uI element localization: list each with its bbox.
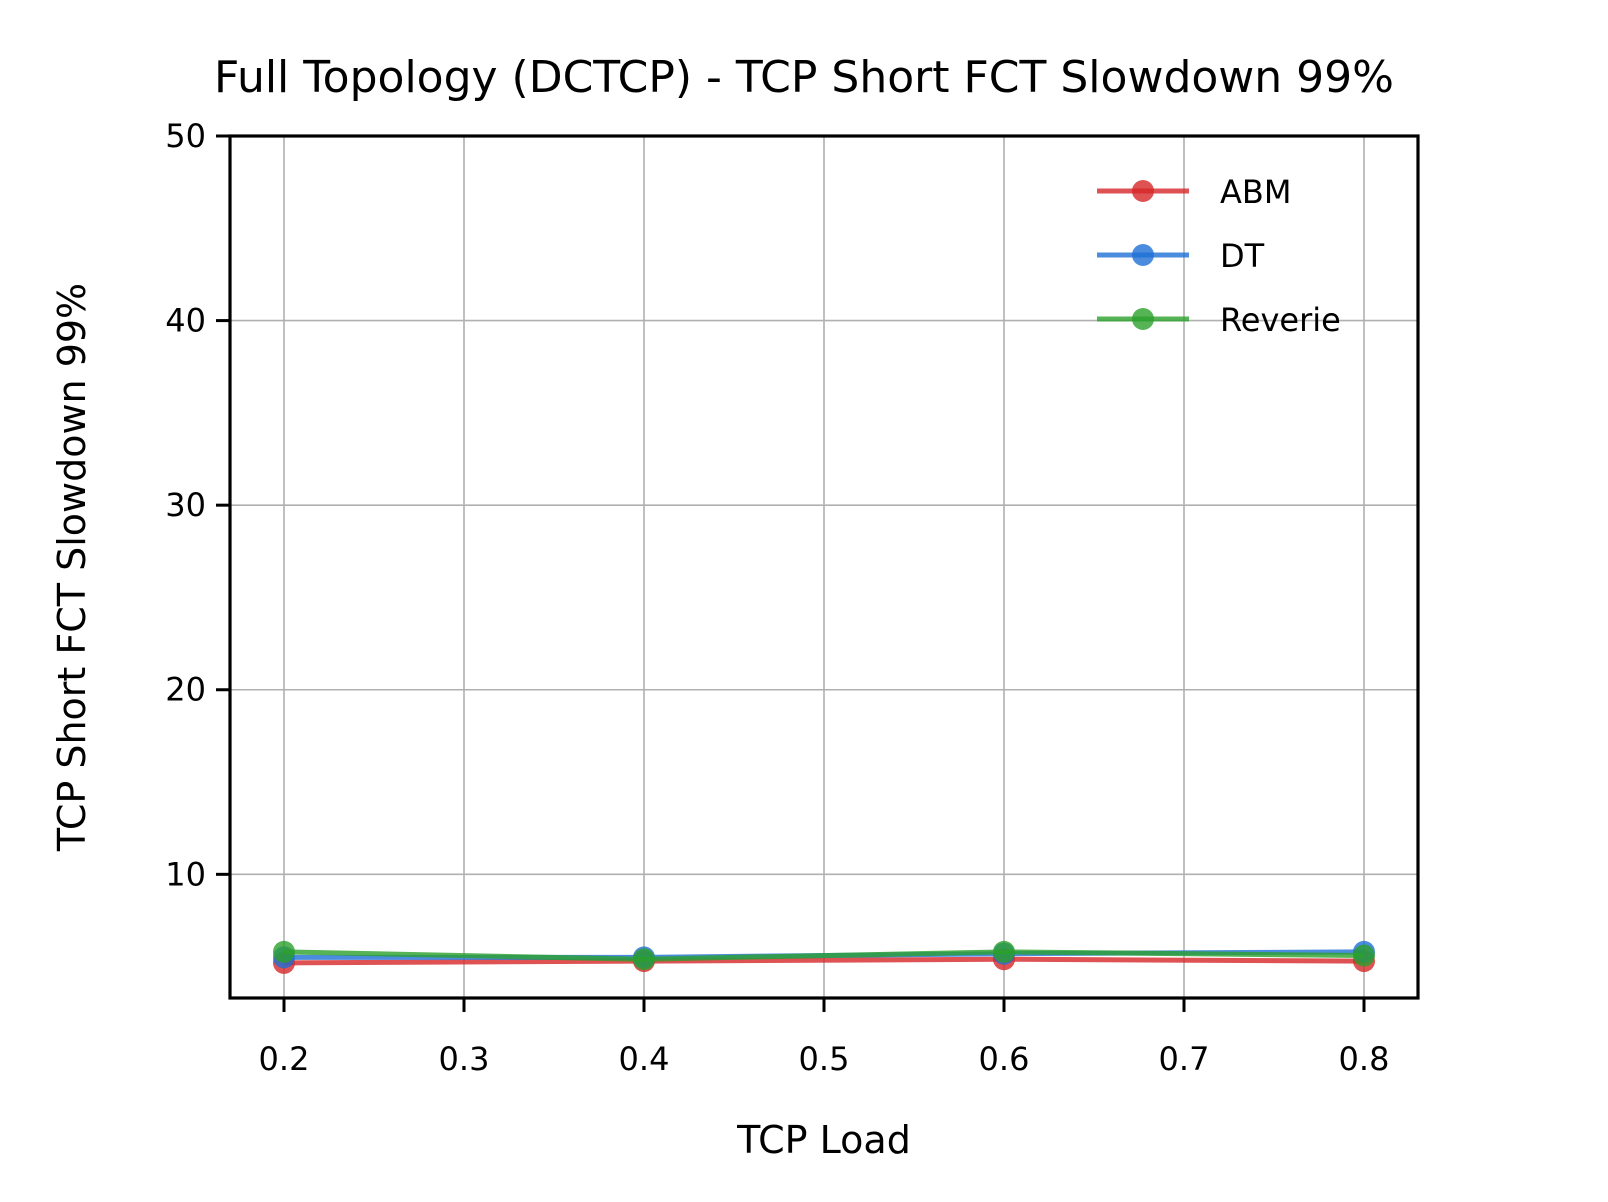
- legend-item-abm: ABM: [1097, 173, 1291, 211]
- series-line-reverie: [283, 949, 1365, 962]
- x-tick-label: 0.3: [439, 1040, 490, 1078]
- x-tick-label: 0.6: [979, 1040, 1030, 1078]
- y-tick-label: 10: [165, 855, 206, 893]
- legend-marker-reverie: [1132, 308, 1154, 330]
- legend-item-reverie: Reverie: [1097, 301, 1341, 339]
- legend: ABM DT Reverie: [1097, 173, 1341, 339]
- x-tick-label: 0.7: [1159, 1040, 1210, 1078]
- y-axis-ticks: 10 20 30 40 50: [165, 117, 230, 893]
- legend-item-dt: DT: [1097, 237, 1265, 275]
- x-tick-label: 0.5: [799, 1040, 850, 1078]
- x-tick-label: 0.4: [619, 1040, 670, 1078]
- y-axis-label: TCP Short FCT Slowdown 99%: [50, 283, 94, 852]
- legend-label-abm: ABM: [1220, 173, 1291, 211]
- y-tick-label: 40: [165, 302, 206, 340]
- data-point-reverie: [1353, 944, 1375, 967]
- data-point-reverie: [633, 948, 655, 971]
- x-tick-label: 0.8: [1339, 1040, 1390, 1078]
- data-point-reverie: [993, 940, 1015, 963]
- legend-marker-dt: [1132, 244, 1154, 266]
- series-layer: [273, 940, 1375, 974]
- x-tick-label: 0.2: [259, 1040, 310, 1078]
- series-reverie: [273, 940, 1375, 971]
- legend-label-reverie: Reverie: [1220, 301, 1341, 339]
- y-tick-label: 30: [165, 486, 206, 524]
- legend-label-dt: DT: [1220, 237, 1265, 275]
- x-axis-label: TCP Load: [736, 1118, 911, 1162]
- legend-marker-abm: [1132, 180, 1154, 202]
- series-line-abm: [283, 956, 1365, 966]
- x-axis-ticks: 0.2 0.3 0.4 0.5 0.6 0.7 0.8: [259, 998, 1390, 1078]
- chart-title: Full Topology (DCTCP) - TCP Short FCT Sl…: [214, 52, 1394, 103]
- y-tick-label: 50: [165, 117, 206, 155]
- y-tick-label: 20: [165, 671, 206, 709]
- data-point-reverie: [273, 940, 295, 963]
